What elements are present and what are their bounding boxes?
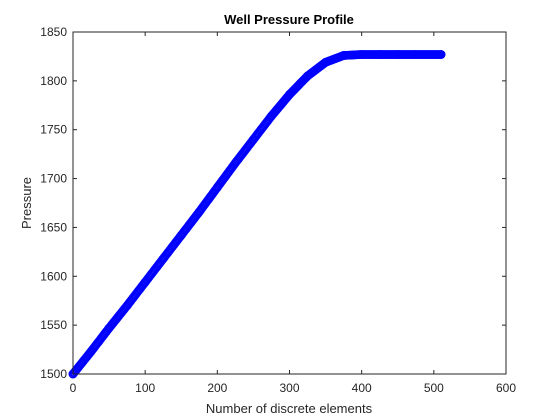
x-tick-label: 200 (207, 381, 227, 395)
series-layer (68, 50, 446, 379)
data-point (436, 50, 446, 59)
x-axis: 0 100 200 300 400 500 600 (70, 32, 516, 395)
data-point (86, 347, 96, 356)
y-axis-label: Pressure (19, 177, 34, 229)
y-tick-label: 1550 (40, 318, 67, 332)
data-point (357, 50, 367, 59)
data-point (176, 230, 186, 240)
y-tick-label: 1600 (40, 269, 67, 283)
data-point (303, 71, 312, 81)
data-point (267, 111, 276, 121)
plot-background (73, 32, 506, 374)
data-point (122, 301, 132, 310)
x-tick-label: 300 (279, 381, 299, 395)
data-point (375, 50, 385, 59)
data-point (212, 182, 222, 192)
y-tick-label: 1750 (40, 123, 67, 137)
y-axis: 1500 1550 1600 1650 1700 1750 1800 1850 (40, 25, 506, 381)
data-point (393, 50, 403, 59)
chart-title: Well Pressure Profile (224, 12, 354, 27)
data-point (230, 158, 240, 168)
y-tick-label: 1800 (40, 74, 67, 88)
x-tick-label: 600 (496, 381, 516, 395)
data-point (104, 323, 114, 333)
x-tick-label: 400 (352, 381, 372, 395)
y-tick-label: 1850 (40, 25, 67, 39)
y-tick-label: 1700 (40, 172, 67, 186)
x-tick-label: 0 (70, 381, 77, 395)
x-tick-label: 100 (135, 381, 155, 395)
data-point (158, 254, 168, 264)
data-point (194, 207, 204, 217)
data-point (321, 57, 330, 67)
x-tick-label: 500 (424, 381, 444, 395)
data-point (140, 277, 150, 287)
y-tick-label: 1650 (40, 220, 67, 234)
data-point (339, 51, 349, 60)
data-point (411, 50, 421, 59)
y-tick-label: 1500 (40, 367, 67, 381)
data-point (285, 90, 294, 99)
x-axis-label: Number of discrete elements (206, 401, 373, 416)
data-point (249, 135, 258, 144)
